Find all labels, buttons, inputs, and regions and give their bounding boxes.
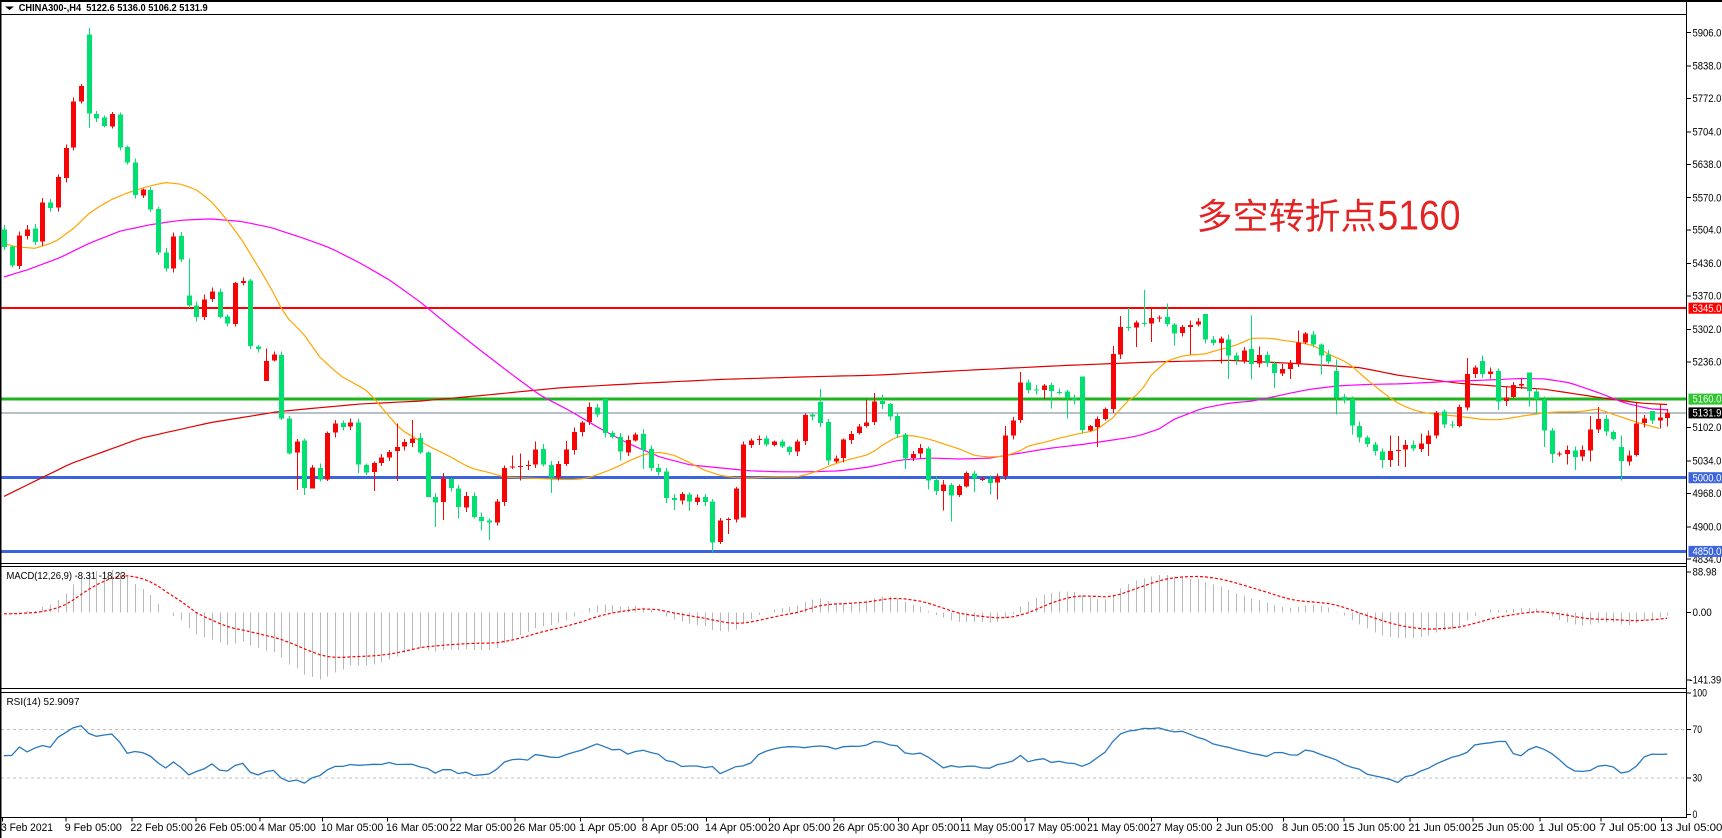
svg-text:8 Jun 05:00: 8 Jun 05:00	[1282, 822, 1339, 834]
svg-text:5160: 5160	[1378, 192, 1461, 239]
svg-text:30 Apr 05:00: 30 Apr 05:00	[897, 822, 959, 834]
svg-text:10 Mar 05:00: 10 Mar 05:00	[321, 822, 383, 834]
svg-text:25 Jun 05:00: 25 Jun 05:00	[1472, 822, 1534, 834]
svg-text:0: 0	[1693, 809, 1698, 821]
svg-text:1 Jul 05:00: 1 Jul 05:00	[1539, 822, 1596, 834]
svg-text:16 Mar 05:00: 16 Mar 05:00	[386, 822, 448, 834]
svg-text:5131.9: 5131.9	[1693, 408, 1722, 420]
svg-text:7 Jul 05:00: 7 Jul 05:00	[1599, 822, 1656, 834]
svg-text:17 May 05:00: 17 May 05:00	[1024, 822, 1086, 834]
svg-text:5370.0: 5370.0	[1693, 291, 1722, 303]
svg-text:5570.0: 5570.0	[1693, 192, 1722, 204]
svg-text:5302.0: 5302.0	[1693, 324, 1722, 336]
svg-text:8 Apr 05:00: 8 Apr 05:00	[642, 822, 699, 834]
svg-text:5504.0: 5504.0	[1693, 225, 1722, 237]
svg-text:2 Jun 05:00: 2 Jun 05:00	[1216, 822, 1273, 834]
svg-text:CHINA300-,H4 5122.6 5136.0 51: CHINA300-,H4 5122.6 5136.0 5106.2 5131.9	[19, 3, 208, 14]
svg-text:100: 100	[1693, 688, 1708, 700]
svg-text:5345.0: 5345.0	[1693, 303, 1722, 315]
svg-text:MACD(12,26,9) -8.31 -18.23: MACD(12,26,9) -8.31 -18.23	[7, 570, 126, 582]
svg-text:21 Jun 05:00: 21 Jun 05:00	[1408, 822, 1470, 834]
svg-text:RSI(14) 52.9097: RSI(14) 52.9097	[7, 696, 80, 708]
svg-text:88.98: 88.98	[1693, 567, 1717, 579]
svg-text:13 Jul 05:00: 13 Jul 05:00	[1660, 822, 1722, 834]
svg-text:4850.0: 4850.0	[1693, 546, 1722, 558]
svg-text:20 Apr 05:00: 20 Apr 05:00	[768, 822, 830, 834]
svg-text:22 Feb 05:00: 22 Feb 05:00	[130, 822, 192, 834]
svg-text:4968.0: 4968.0	[1693, 488, 1722, 500]
svg-text:5236.0: 5236.0	[1693, 356, 1722, 368]
svg-text:5906.0: 5906.0	[1693, 27, 1722, 39]
svg-text:26 Feb 05:00: 26 Feb 05:00	[195, 822, 257, 834]
svg-text:3 Feb 2021: 3 Feb 2021	[1, 822, 53, 834]
svg-text:26 Mar 05:00: 26 Mar 05:00	[513, 822, 575, 834]
svg-text:1 Apr 05:00: 1 Apr 05:00	[579, 822, 636, 834]
svg-text:14 Apr 05:00: 14 Apr 05:00	[705, 822, 767, 834]
svg-text:0.00: 0.00	[1693, 607, 1712, 619]
svg-text:21 May 05:00: 21 May 05:00	[1087, 822, 1149, 834]
svg-text:4900.0: 4900.0	[1693, 521, 1722, 533]
svg-text:15 Jun 05:00: 15 Jun 05:00	[1343, 822, 1405, 834]
svg-text:70: 70	[1693, 724, 1703, 736]
svg-text:5102.0: 5102.0	[1693, 422, 1722, 434]
svg-text:9 Feb 05:00: 9 Feb 05:00	[65, 822, 122, 834]
svg-text:22 Mar 05:00: 22 Mar 05:00	[450, 822, 512, 834]
svg-text:5034.0: 5034.0	[1693, 456, 1722, 468]
svg-text:5838.0: 5838.0	[1693, 61, 1722, 73]
svg-text:11 May 05:00: 11 May 05:00	[960, 822, 1022, 834]
svg-text:5704.0: 5704.0	[1693, 127, 1722, 139]
svg-text:5638.0: 5638.0	[1693, 159, 1722, 171]
svg-text:26 Apr 05:00: 26 Apr 05:00	[833, 822, 895, 834]
svg-text:5436.0: 5436.0	[1693, 258, 1722, 270]
svg-text:5000.0: 5000.0	[1693, 472, 1722, 484]
svg-text:30: 30	[1693, 773, 1703, 785]
svg-text:-141.39: -141.39	[1690, 675, 1722, 687]
svg-text:5772.0: 5772.0	[1693, 93, 1722, 105]
svg-text:4 Mar 05:00: 4 Mar 05:00	[259, 822, 316, 834]
svg-text:27 May 05:00: 27 May 05:00	[1150, 822, 1212, 834]
svg-text:5160.0: 5160.0	[1693, 394, 1722, 406]
